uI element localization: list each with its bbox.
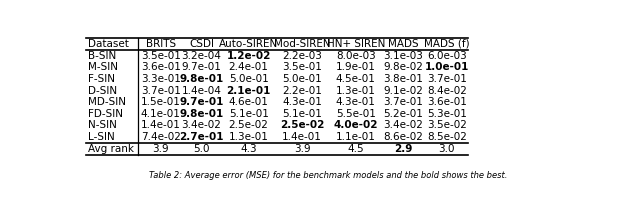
Text: D-SIN: D-SIN: [88, 85, 117, 96]
Text: L-SIN: L-SIN: [88, 132, 115, 142]
Text: 3.6e-01: 3.6e-01: [427, 97, 467, 107]
Text: M-SIN: M-SIN: [88, 62, 118, 72]
Text: 6.0e-03: 6.0e-03: [427, 51, 467, 61]
Text: 1.2e-02: 1.2e-02: [227, 51, 271, 61]
Text: 1.3e-01: 1.3e-01: [228, 132, 269, 142]
Text: B-SIN: B-SIN: [88, 51, 116, 61]
Text: 4.1e-01: 4.1e-01: [141, 109, 180, 119]
Text: 4.5: 4.5: [348, 144, 364, 154]
Text: MADS: MADS: [388, 39, 418, 49]
Text: 2.2e-03: 2.2e-03: [282, 51, 322, 61]
Text: 5.3e-01: 5.3e-01: [427, 109, 467, 119]
Text: 8.6e-02: 8.6e-02: [383, 132, 423, 142]
Text: Mod-SIREN: Mod-SIREN: [274, 39, 330, 49]
Text: 9.7e-01: 9.7e-01: [179, 97, 224, 107]
Text: 3.9: 3.9: [294, 144, 310, 154]
Text: F-SIN: F-SIN: [88, 74, 115, 84]
Text: 4.3e-01: 4.3e-01: [336, 97, 376, 107]
Text: 3.7e-01: 3.7e-01: [427, 74, 467, 84]
Text: MD-SIN: MD-SIN: [88, 97, 126, 107]
Text: 1.5e-01: 1.5e-01: [141, 97, 180, 107]
Text: 2.1e-01: 2.1e-01: [227, 85, 271, 96]
Text: Table 2: Average error (MSE) for the benchmark models and the bold shows the bes: Table 2: Average error (MSE) for the ben…: [149, 171, 507, 180]
Text: 5.2e-01: 5.2e-01: [383, 109, 423, 119]
Text: 1.9e-01: 1.9e-01: [336, 62, 376, 72]
Text: 7.4e-02: 7.4e-02: [141, 132, 180, 142]
Text: 3.4e-02: 3.4e-02: [383, 121, 423, 130]
Text: 3.8e-01: 3.8e-01: [383, 74, 423, 84]
Text: 4.0e-02: 4.0e-02: [333, 121, 378, 130]
Text: 5.0e-01: 5.0e-01: [282, 74, 322, 84]
Text: 5.1e-01: 5.1e-01: [228, 109, 269, 119]
Text: 2.2e-01: 2.2e-01: [282, 85, 322, 96]
Text: 1.4e-01: 1.4e-01: [282, 132, 322, 142]
Text: Dataset: Dataset: [88, 39, 129, 49]
Text: 3.9: 3.9: [152, 144, 169, 154]
Text: 1.3e-01: 1.3e-01: [336, 85, 376, 96]
Text: BRITS: BRITS: [146, 39, 176, 49]
Text: 9.8e-01: 9.8e-01: [179, 109, 223, 119]
Text: 5.0e-01: 5.0e-01: [228, 74, 269, 84]
Text: 2.5e-02: 2.5e-02: [280, 121, 324, 130]
Text: 3.1e-03: 3.1e-03: [383, 51, 423, 61]
Text: 1.4e-04: 1.4e-04: [182, 85, 221, 96]
Text: 4.5e-01: 4.5e-01: [336, 74, 376, 84]
Text: 8.5e-02: 8.5e-02: [427, 132, 467, 142]
Text: 2.9: 2.9: [394, 144, 412, 154]
Text: 2.5e-02: 2.5e-02: [228, 121, 269, 130]
Text: 4.3: 4.3: [241, 144, 257, 154]
Text: 3.4e-02: 3.4e-02: [182, 121, 221, 130]
Text: 1.4e-01: 1.4e-01: [141, 121, 180, 130]
Text: Avg rank: Avg rank: [88, 144, 134, 154]
Text: 9.8e-01: 9.8e-01: [179, 74, 223, 84]
Text: 2.7e-01: 2.7e-01: [179, 132, 224, 142]
Text: CSDI: CSDI: [189, 39, 214, 49]
Text: 3.7e-01: 3.7e-01: [141, 85, 180, 96]
Text: 3.5e-01: 3.5e-01: [282, 62, 322, 72]
Text: 3.6e-01: 3.6e-01: [141, 62, 180, 72]
Text: 9.7e-01: 9.7e-01: [182, 62, 221, 72]
Text: 3.3e-01: 3.3e-01: [141, 74, 180, 84]
Text: 4.3e-01: 4.3e-01: [282, 97, 322, 107]
Text: 5.1e-01: 5.1e-01: [282, 109, 322, 119]
Text: 8.0e-03: 8.0e-03: [336, 51, 376, 61]
Text: 9.1e-02: 9.1e-02: [383, 85, 423, 96]
Text: 3.5e-01: 3.5e-01: [141, 51, 180, 61]
Text: 2.4e-01: 2.4e-01: [228, 62, 269, 72]
Text: 3.7e-01: 3.7e-01: [383, 97, 423, 107]
Text: 8.4e-02: 8.4e-02: [427, 85, 467, 96]
Text: 4.6e-01: 4.6e-01: [228, 97, 269, 107]
Text: MADS (f): MADS (f): [424, 39, 470, 49]
Text: 1.1e-01: 1.1e-01: [336, 132, 376, 142]
Text: 3.5e-02: 3.5e-02: [427, 121, 467, 130]
Text: 5.0: 5.0: [193, 144, 210, 154]
Text: 3.2e-04: 3.2e-04: [182, 51, 221, 61]
Text: FD-SIN: FD-SIN: [88, 109, 123, 119]
Text: 9.8e-02: 9.8e-02: [383, 62, 423, 72]
Text: HN+ SIREN: HN+ SIREN: [326, 39, 385, 49]
Text: N-SIN: N-SIN: [88, 121, 117, 130]
Text: 3.0: 3.0: [438, 144, 455, 154]
Text: 5.5e-01: 5.5e-01: [336, 109, 376, 119]
Text: 1.0e-01: 1.0e-01: [424, 62, 469, 72]
Text: Auto-SIREN: Auto-SIREN: [219, 39, 278, 49]
